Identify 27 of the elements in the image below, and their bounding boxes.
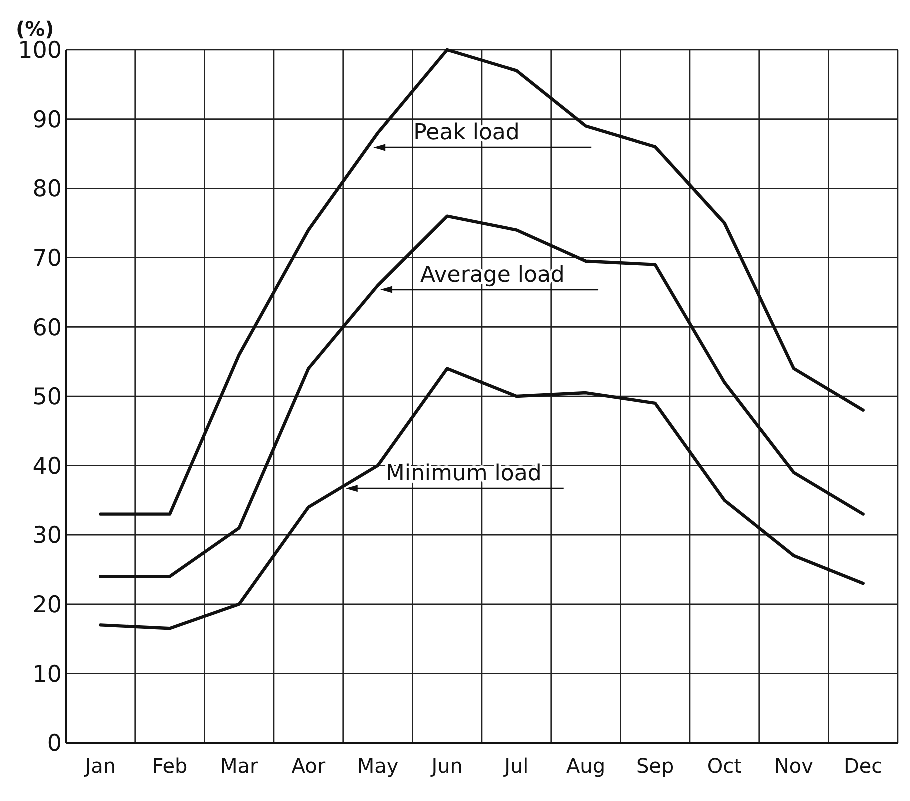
y-tick-label: 40 bbox=[32, 454, 62, 480]
x-tick-label: Aor bbox=[292, 754, 326, 778]
line-series bbox=[99, 214, 865, 578]
x-tick-label: Aug bbox=[566, 754, 606, 778]
line-series bbox=[99, 367, 865, 630]
x-tick-label: May bbox=[357, 754, 399, 778]
x-tick-label: Nov bbox=[774, 754, 814, 778]
y-tick-label: 100 bbox=[18, 38, 62, 64]
x-tick-label: Mar bbox=[220, 754, 259, 778]
x-tick-label: Jun bbox=[430, 754, 463, 778]
y-tick-label: 0 bbox=[47, 731, 62, 758]
x-tick-label: Jan bbox=[83, 754, 116, 778]
x-tick-label: Jul bbox=[502, 754, 529, 778]
y-tick-label: 50 bbox=[32, 384, 62, 411]
y-tick-label: 60 bbox=[32, 315, 62, 342]
line-series bbox=[99, 48, 865, 516]
y-tick-label: 20 bbox=[32, 592, 62, 618]
y-tick-label: 70 bbox=[32, 246, 62, 272]
x-tick-label: Feb bbox=[152, 754, 188, 778]
y-axis-title: (%) bbox=[16, 17, 54, 41]
y-tick-label: 90 bbox=[32, 107, 62, 134]
y-tick-label: 30 bbox=[32, 523, 62, 550]
x-tick-label: Oct bbox=[707, 754, 742, 778]
y-tick-label: 80 bbox=[32, 176, 62, 203]
x-tick-label: Dec bbox=[844, 754, 883, 778]
x-tick-label: Sep bbox=[636, 754, 674, 778]
y-tick-label: 10 bbox=[32, 662, 62, 688]
